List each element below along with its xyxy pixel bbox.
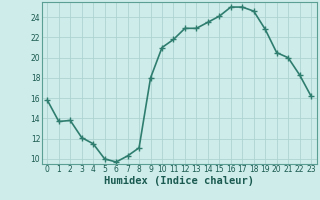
X-axis label: Humidex (Indice chaleur): Humidex (Indice chaleur) [104,176,254,186]
